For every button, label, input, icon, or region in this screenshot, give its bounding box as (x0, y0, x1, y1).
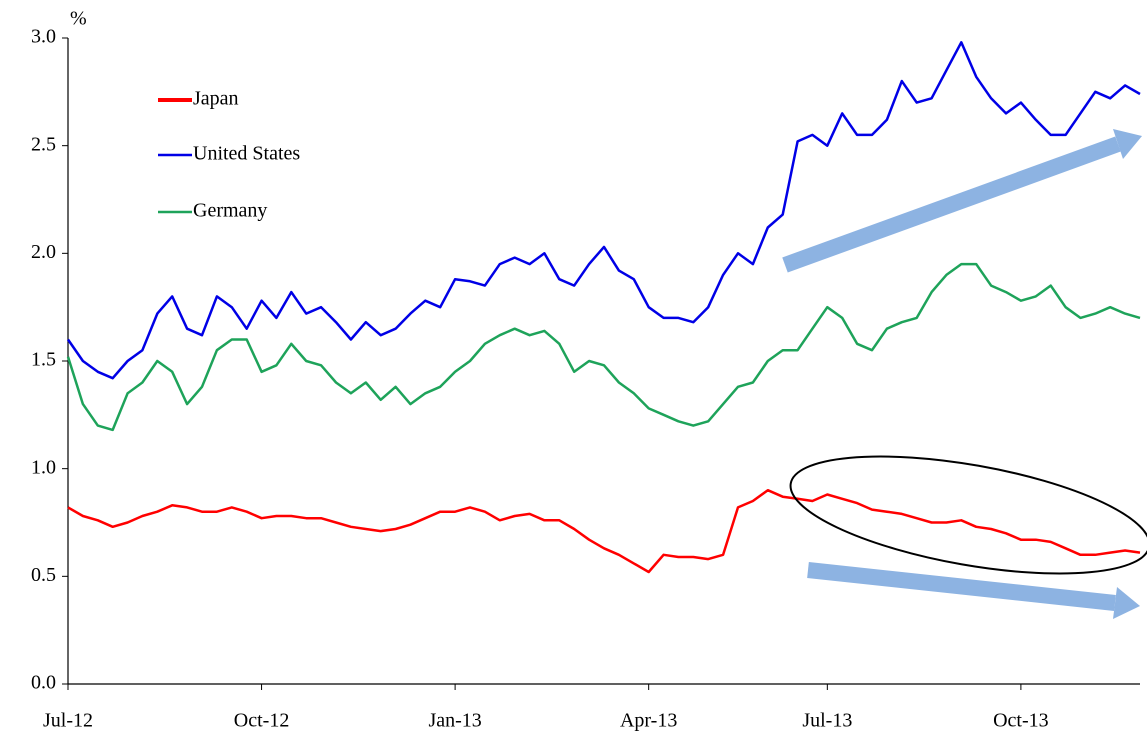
y-tick-label: 2.5 (31, 133, 56, 155)
y-tick-label: 1.5 (31, 349, 56, 371)
arrow-head (1113, 587, 1140, 619)
trend-arrow-down (807, 562, 1116, 611)
x-tick-label: Oct-13 (993, 710, 1049, 732)
arrow-head (1113, 129, 1142, 159)
y-tick-label: 3.0 (31, 26, 56, 48)
series-line (67, 488, 1141, 574)
legend-label: Germany (193, 200, 267, 222)
y-tick-label: 0.5 (31, 564, 56, 586)
series-line (66, 41, 1141, 380)
highlight-ellipse (789, 455, 1147, 575)
legend-label: Japan (193, 88, 239, 110)
legend-label: United States (193, 143, 300, 165)
x-tick-label: Apr-13 (620, 710, 677, 732)
annotations (782, 129, 1142, 619)
y-tick-label: 1.0 (31, 456, 56, 478)
x-tick-label: Jan-13 (428, 710, 481, 732)
trend-arrow-up (782, 136, 1121, 273)
y-tick-label: 2.0 (31, 241, 56, 263)
x-tick-label: Jul-12 (43, 710, 93, 732)
y-tick-label: 0.0 (31, 672, 56, 694)
x-tick-label: Jul-13 (802, 710, 852, 732)
x-tick-label: Oct-12 (234, 710, 290, 732)
series-line (66, 262, 1141, 432)
y-unit: % (70, 8, 87, 30)
